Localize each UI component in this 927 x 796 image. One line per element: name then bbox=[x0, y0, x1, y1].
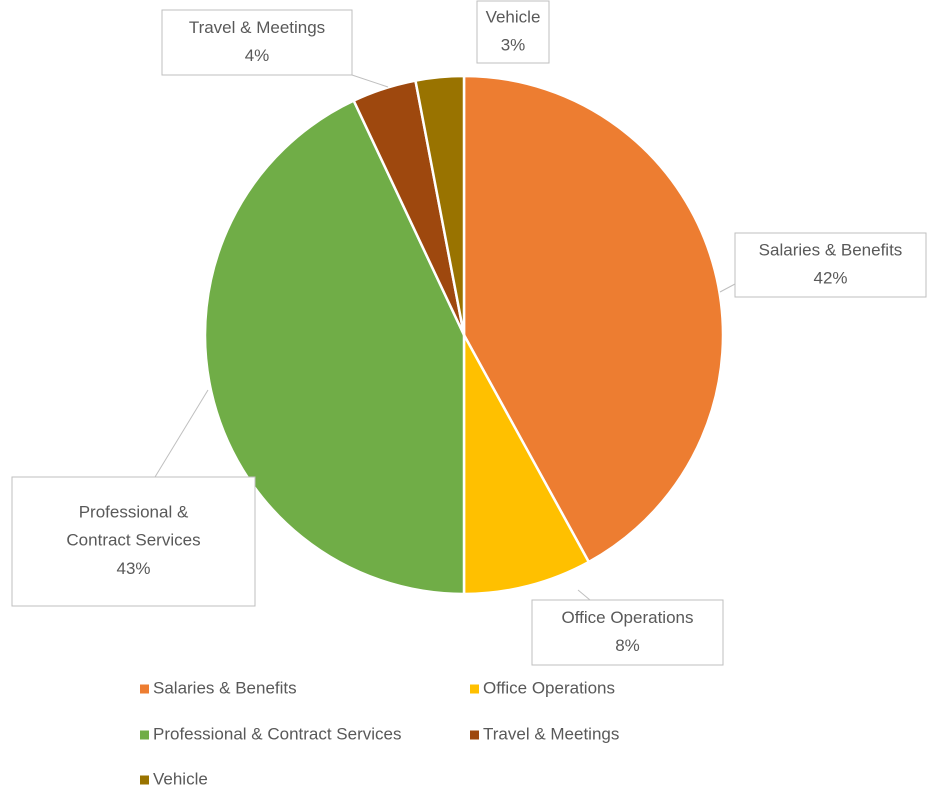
data-label-name: Travel & Meetings bbox=[189, 18, 325, 37]
legend-swatch bbox=[140, 684, 149, 694]
legend-swatch bbox=[140, 775, 149, 785]
pie-slice bbox=[462, 334, 591, 596]
data-label-name: Salaries & Benefits bbox=[759, 240, 903, 259]
data-label-value: 8% bbox=[615, 636, 640, 655]
pie-slice bbox=[203, 98, 466, 596]
leader-line bbox=[351, 74, 389, 88]
data-label-name: Professional & Contract Services bbox=[66, 503, 200, 550]
label-box bbox=[11, 476, 256, 607]
label-box bbox=[161, 9, 353, 76]
pie-slice bbox=[414, 74, 466, 336]
legend-swatch bbox=[470, 684, 479, 694]
label-box bbox=[734, 232, 927, 298]
data-label-value: 4% bbox=[245, 46, 270, 65]
legend-swatch bbox=[140, 730, 149, 740]
data-label-value: 43% bbox=[116, 559, 150, 578]
leader-line bbox=[719, 283, 736, 293]
data-label-name: Vehicle bbox=[486, 7, 541, 26]
label-box bbox=[531, 599, 724, 666]
legend-label: Professional & Contract Services bbox=[153, 724, 402, 743]
legend-label: Salaries & Benefits bbox=[153, 678, 297, 697]
data-label-name: Office Operations bbox=[562, 608, 694, 627]
legend-label: Travel & Meetings bbox=[483, 724, 619, 743]
leader-line bbox=[154, 389, 209, 478]
legend-label: Office Operations bbox=[483, 678, 615, 697]
pie-slice bbox=[462, 74, 725, 564]
label-box bbox=[476, 0, 550, 64]
leader-line bbox=[577, 589, 591, 601]
legend-label: Vehicle bbox=[153, 769, 208, 788]
data-label-value: 42% bbox=[813, 268, 847, 287]
data-label-value: 3% bbox=[501, 35, 526, 54]
legend-swatch bbox=[470, 730, 479, 740]
